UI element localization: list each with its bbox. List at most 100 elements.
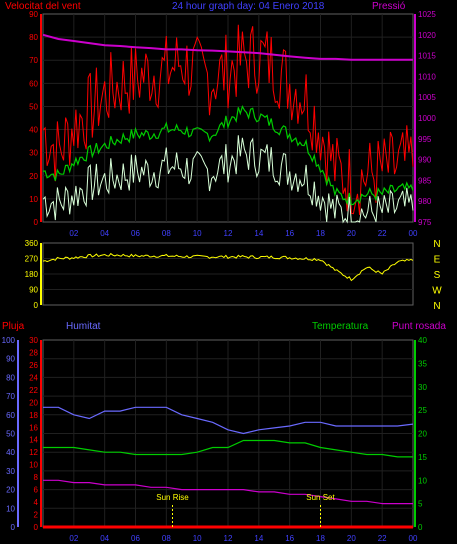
y-tick-label: 10	[418, 476, 427, 485]
compass-label: S	[434, 270, 441, 281]
compass-label: N	[433, 301, 440, 312]
y-tick-label: 90	[29, 286, 38, 295]
x-tick-label: 16	[285, 534, 294, 543]
y-tick-label: 40	[418, 336, 427, 345]
direction-line	[42, 252, 414, 282]
y-tick-label: 90	[29, 10, 38, 19]
y-tick-label: 25	[418, 406, 427, 415]
dewpoint-line	[43, 479, 413, 505]
pressure-line	[42, 33, 413, 61]
y-tick-label: 180	[25, 270, 39, 279]
compass-label: N	[433, 239, 440, 250]
y-tick-label: 1015	[418, 52, 436, 61]
y-tick-label: 0	[34, 523, 39, 532]
x-tick-label: 04	[100, 534, 109, 543]
y-tick-label: 4	[34, 498, 39, 507]
y-tick-label: 70	[29, 56, 38, 65]
y-tick-label: 6	[34, 486, 39, 495]
y-tick-label: 80	[6, 373, 15, 382]
wind-max-line	[42, 24, 414, 215]
wind-avg-line	[42, 104, 414, 206]
y-tick-label: 8	[34, 473, 39, 482]
y-tick-label: 995	[418, 135, 432, 144]
compass-label: E	[434, 255, 441, 266]
y-tick-label: 985	[418, 176, 432, 185]
x-tick-label: 10	[193, 534, 202, 543]
y-tick-label: 10	[6, 504, 15, 513]
wind-speed-label: Velocitat del vent	[5, 1, 81, 12]
x-tick-label: 18	[316, 229, 325, 238]
x-tick-label: 08	[162, 229, 171, 238]
y-tick-label: 22	[29, 386, 38, 395]
y-tick-label: 0	[34, 218, 39, 227]
sun-annotation: Sun Rise	[156, 493, 189, 502]
y-tick-label: 1000	[418, 114, 436, 123]
y-tick-label: 90	[6, 355, 15, 364]
chart-title: 24 hour graph day: 04 Enero 2018	[172, 1, 325, 12]
x-tick-label: 22	[378, 534, 387, 543]
y-tick-label: 990	[418, 156, 432, 165]
temperature-label: Temperatura	[312, 321, 369, 332]
y-tick-label: 70	[6, 392, 15, 401]
y-tick-label: 0	[11, 523, 16, 532]
y-tick-label: 28	[29, 348, 38, 357]
wind-pressure-panel: 0102030405060708090975980985990995100010…	[29, 10, 436, 238]
y-tick-label: 26	[29, 361, 38, 370]
compass-label: W	[432, 286, 442, 297]
y-tick-label: 35	[418, 359, 427, 368]
y-tick-label: 12	[29, 448, 38, 457]
x-tick-label: 08	[162, 534, 171, 543]
dewpoint-label: Punt rosada	[392, 321, 446, 332]
y-tick-label: 80	[29, 33, 38, 42]
y-tick-label: 30	[418, 383, 427, 392]
humidity-label: Humitat	[66, 321, 101, 332]
y-tick-label: 40	[6, 448, 15, 457]
x-tick-label: 20	[347, 534, 356, 543]
y-tick-label: 15	[418, 453, 427, 462]
y-tick-label: 1005	[418, 93, 436, 102]
y-tick-label: 5	[418, 500, 423, 509]
x-tick-label: 10	[193, 229, 202, 238]
x-tick-label: 12	[224, 534, 233, 543]
y-tick-label: 0	[34, 301, 39, 310]
y-tick-label: 1010	[418, 72, 436, 81]
y-tick-label: 20	[418, 430, 427, 439]
y-tick-label: 60	[29, 79, 38, 88]
x-tick-label: 06	[131, 534, 140, 543]
y-tick-label: 14	[29, 436, 38, 445]
y-tick-label: 50	[6, 430, 15, 439]
y-tick-label: 360	[25, 239, 39, 248]
y-tick-label: 0	[418, 523, 423, 532]
humidity-temperature-panel: 0102030405060708090100024681012141618202…	[2, 336, 428, 543]
x-tick-label: 06	[131, 229, 140, 238]
x-tick-label: 02	[69, 534, 78, 543]
x-tick-label: 02	[69, 229, 78, 238]
x-tick-label: 18	[316, 534, 325, 543]
y-tick-label: 980	[418, 197, 432, 206]
y-tick-label: 100	[2, 336, 16, 345]
x-tick-label: 20	[347, 229, 356, 238]
y-tick-label: 1025	[418, 10, 436, 19]
y-tick-label: 20	[6, 486, 15, 495]
y-tick-label: 40	[29, 126, 38, 135]
x-tick-label: 04	[100, 229, 109, 238]
y-tick-label: 20	[29, 398, 38, 407]
x-tick-label: 00	[409, 229, 418, 238]
x-tick-label: 14	[254, 229, 263, 238]
y-tick-label: 2	[34, 511, 39, 520]
y-tick-label: 30	[6, 467, 15, 476]
y-tick-label: 30	[29, 149, 38, 158]
temperature-line	[43, 439, 413, 458]
y-tick-label: 16	[29, 423, 38, 432]
sun-annotation: Sun Set	[306, 493, 335, 502]
y-tick-label: 50	[29, 102, 38, 111]
x-tick-label: 14	[254, 534, 263, 543]
x-tick-label: 16	[285, 229, 294, 238]
y-tick-label: 30	[29, 336, 38, 345]
y-tick-label: 270	[25, 255, 39, 264]
x-tick-label: 12	[224, 229, 233, 238]
y-tick-label: 10	[29, 195, 38, 204]
y-tick-label: 20	[29, 172, 38, 181]
